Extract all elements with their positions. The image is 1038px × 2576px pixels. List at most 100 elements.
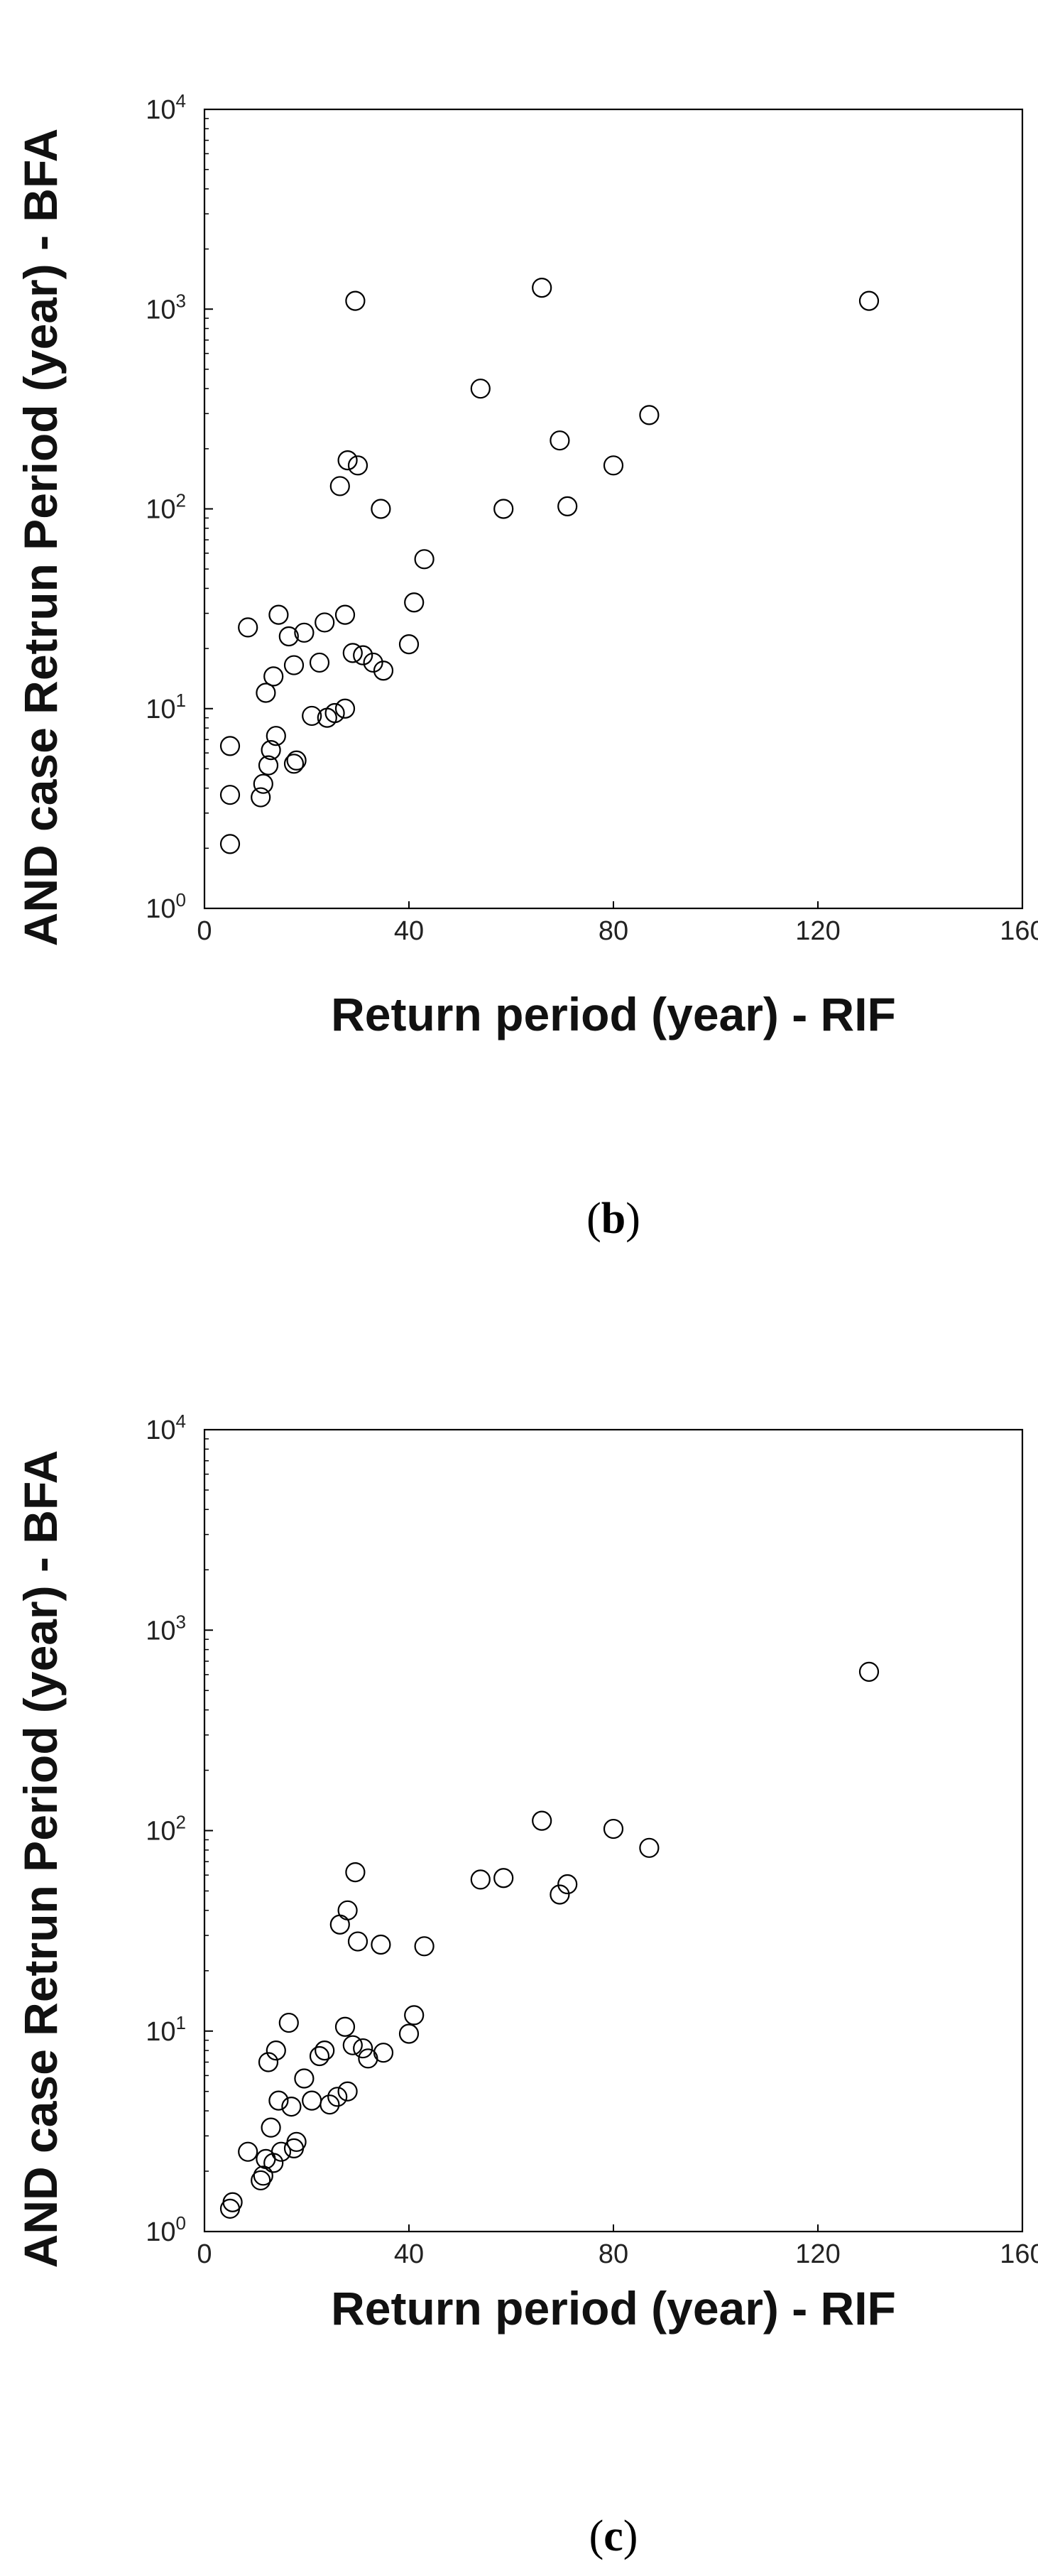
data-point xyxy=(278,626,299,647)
caption-paren-open: ( xyxy=(586,1195,601,1243)
data-point xyxy=(639,1837,660,1858)
data-point xyxy=(315,2040,335,2061)
y-tick-exponent: 3 xyxy=(176,290,186,311)
data-point xyxy=(258,755,279,776)
data-point xyxy=(557,496,578,516)
data-point xyxy=(550,1884,570,1905)
data-point xyxy=(278,2012,299,2033)
y-tick-label: 102 xyxy=(146,1812,186,1847)
panel-caption: (c) xyxy=(589,2512,638,2560)
y-tick-base: 10 xyxy=(146,295,175,325)
y-tick-label: 102 xyxy=(146,490,186,525)
x-tick-label: 80 xyxy=(599,2239,628,2269)
y-tick-base: 10 xyxy=(146,1817,175,1847)
data-point xyxy=(353,2038,373,2059)
data-point xyxy=(470,379,491,399)
y-tick-base: 10 xyxy=(146,695,175,724)
y-tick-base: 10 xyxy=(146,495,175,525)
data-point xyxy=(219,736,241,756)
y-tick-base: 10 xyxy=(146,1616,175,1646)
data-point xyxy=(347,1931,368,1952)
y-tick-label: 104 xyxy=(146,1411,186,1445)
data-point xyxy=(266,2040,286,2061)
data-point xyxy=(253,2165,273,2186)
data-point xyxy=(398,2023,420,2044)
data-point xyxy=(263,666,284,687)
y-tick-base: 10 xyxy=(146,2017,175,2047)
data-point xyxy=(329,476,350,496)
y-tick-exponent: 4 xyxy=(176,1411,186,1432)
data-point xyxy=(414,549,435,570)
data-point xyxy=(414,1936,435,1957)
data-point xyxy=(603,455,624,476)
data-point xyxy=(342,2035,363,2055)
data-point xyxy=(373,661,394,681)
x-tick-label: 0 xyxy=(197,916,212,946)
x-tick-label: 0 xyxy=(197,2239,212,2269)
data-point xyxy=(266,726,286,746)
y-tick-label: 104 xyxy=(146,90,186,125)
y-tick-exponent: 1 xyxy=(176,2012,186,2033)
data-point xyxy=(238,617,258,638)
data-point xyxy=(639,405,660,425)
data-point xyxy=(238,2141,258,2162)
data-point xyxy=(271,2141,292,2162)
data-point xyxy=(532,277,552,298)
data-point xyxy=(286,750,307,771)
x-tick-label: 160 xyxy=(1000,2239,1038,2269)
x-tick-label: 80 xyxy=(599,916,628,946)
y-axis-title: AND case Retrun Period (year) - BFA xyxy=(14,129,67,947)
data-point xyxy=(493,1868,514,1888)
data-point xyxy=(404,592,425,613)
data-point xyxy=(557,1874,578,1895)
panel-label: c xyxy=(603,2512,623,2560)
y-tick-exponent: 1 xyxy=(176,690,186,711)
data-point xyxy=(371,499,391,519)
data-point xyxy=(358,2048,378,2069)
data-point xyxy=(347,455,368,476)
y-tick-exponent: 0 xyxy=(176,2212,186,2234)
y-axis-title: AND case Retrun Period (year) - BFA xyxy=(14,1450,67,2268)
data-point xyxy=(371,1934,391,1955)
caption-paren-close: ) xyxy=(625,1195,640,1243)
data-point xyxy=(327,2087,348,2107)
data-point xyxy=(550,430,570,451)
y-tick-label: 103 xyxy=(146,290,186,325)
y-tick-label: 100 xyxy=(146,2212,186,2247)
data-point xyxy=(263,2153,284,2173)
data-point xyxy=(470,1869,491,1890)
data-point xyxy=(302,705,322,727)
data-point xyxy=(324,702,345,724)
data-point xyxy=(251,2170,271,2191)
data-point xyxy=(858,290,880,311)
data-point xyxy=(345,1862,366,1883)
data-point xyxy=(373,2043,394,2063)
data-point xyxy=(283,655,305,675)
data-point xyxy=(342,643,363,663)
x-tick-label: 120 xyxy=(795,2239,840,2269)
data-point xyxy=(261,2117,281,2138)
data-point xyxy=(334,604,356,625)
panel-caption: (b) xyxy=(586,1195,640,1243)
data-point xyxy=(315,612,335,633)
data-point xyxy=(858,1661,880,1682)
data-point xyxy=(309,652,330,673)
caption-paren-open: ( xyxy=(589,2512,604,2560)
y-tick-exponent: 3 xyxy=(176,1611,186,1632)
y-tick-label: 103 xyxy=(146,1611,186,1646)
data-point xyxy=(353,645,373,665)
data-point xyxy=(268,2090,289,2111)
data-point xyxy=(219,834,241,854)
data-point xyxy=(281,2096,302,2117)
y-tick-base: 10 xyxy=(146,1415,175,1445)
data-point xyxy=(337,1900,358,1920)
data-point xyxy=(345,290,366,311)
caption-paren-close: ) xyxy=(623,2512,638,2560)
data-point xyxy=(251,787,271,808)
y-tick-base: 10 xyxy=(146,894,175,924)
x-axis-title: Return period (year) - RIF xyxy=(331,2282,896,2335)
data-point xyxy=(253,773,273,794)
data-point xyxy=(398,634,420,655)
